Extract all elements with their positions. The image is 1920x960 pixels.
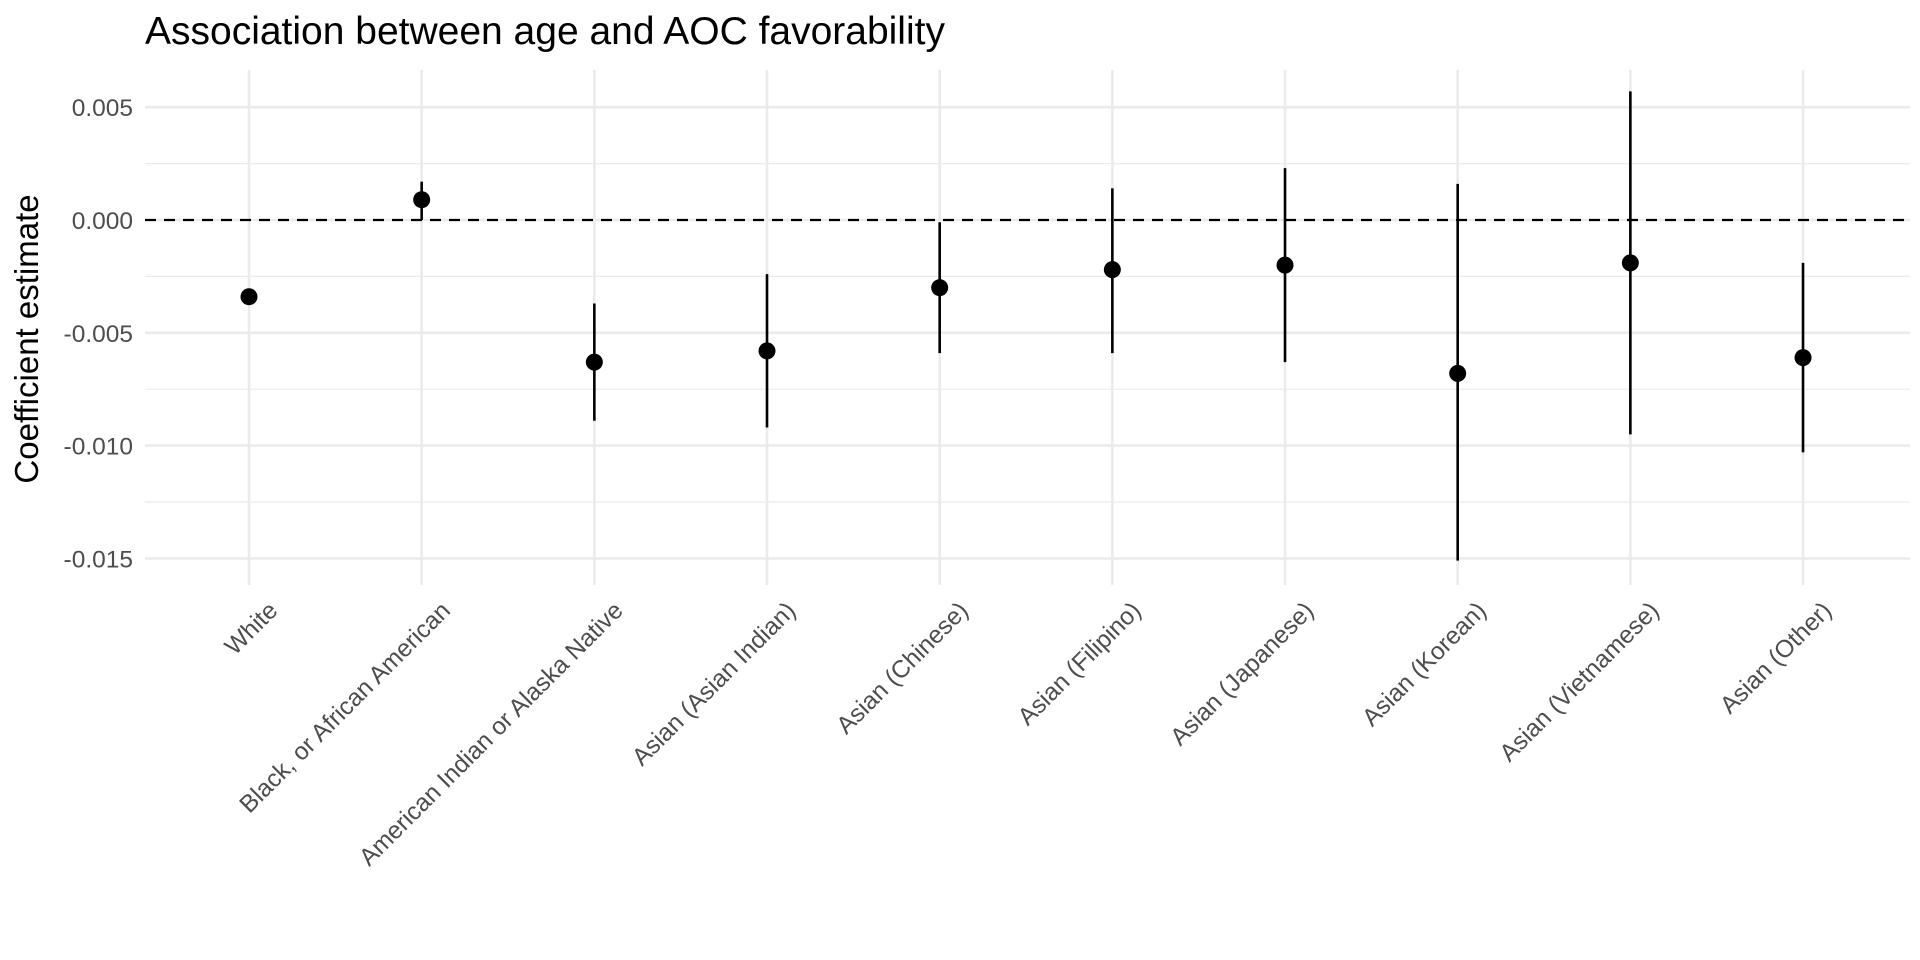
point-estimate [931,279,949,297]
x-tick-label: Asian (Japanese) [1165,597,1319,751]
x-tick-label: Asian (Other) [1715,597,1837,719]
point-estimate [1103,261,1121,279]
point-estimate [758,342,776,360]
y-tick-label: 0.005 [72,95,133,122]
minor-gridlines [145,163,1910,503]
y-tick-label: -0.010 [64,434,133,461]
y-tick-label: -0.015 [64,546,133,573]
point-estimate [1449,364,1467,382]
x-tick-label: Asian (Filipino) [1013,597,1147,731]
y-axis-title: Coefficient estimate [8,194,45,483]
point-estimate [585,353,603,371]
y-tick-label: 0.000 [72,208,133,235]
point-estimate [240,288,258,306]
point-estimate [1621,254,1639,272]
x-tick-label: Asian (Asian Indian) [627,597,801,771]
y-axis-tick-labels: 0.005 0.000 -0.005 -0.010 -0.015 [64,95,133,573]
x-tick-label: Asian (Chinese) [832,597,974,739]
major-gridlines [145,70,1910,585]
point-estimate [413,191,431,209]
point-estimate [1276,256,1294,274]
x-tick-label: Asian (Vietnamese) [1495,597,1665,767]
point-estimates [240,191,1812,382]
chart-title: Association between age and AOC favorabi… [145,10,945,53]
point-estimate [1794,349,1812,367]
x-tick-label: Asian (Korean) [1357,597,1492,732]
x-tick-label: White [220,597,283,660]
y-tick-label: -0.005 [64,321,133,348]
